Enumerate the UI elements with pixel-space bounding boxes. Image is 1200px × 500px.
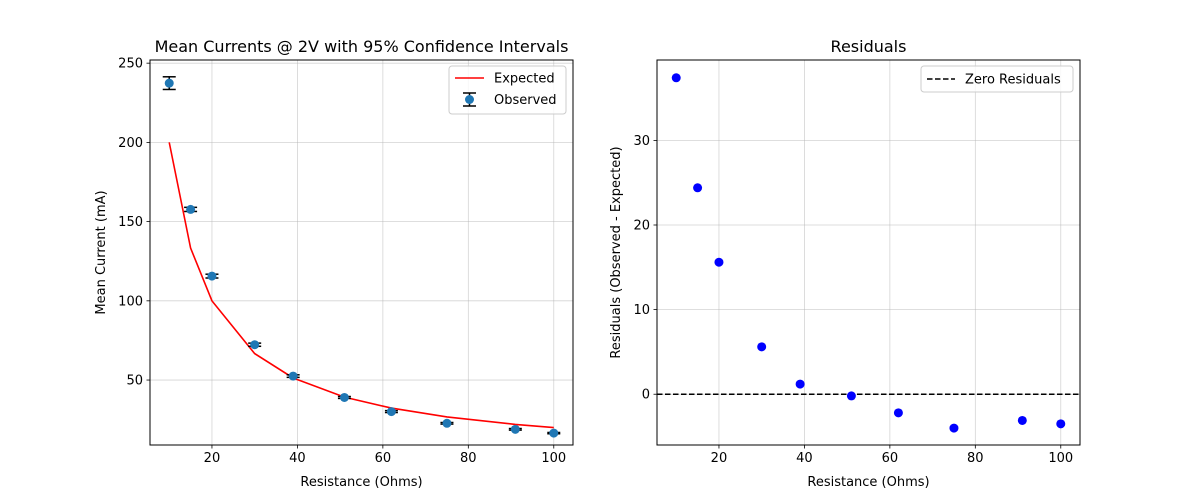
y-tick-label: 20 [633, 219, 650, 234]
axes-frame [149, 59, 574, 446]
y-tick-label: 50 [126, 374, 143, 389]
y-tick-label: 30 [633, 134, 650, 149]
residual-point [714, 257, 724, 267]
plot-area [150, 60, 573, 445]
series-layer [162, 76, 561, 438]
y-axis-label: Mean Current (mA) [94, 190, 109, 314]
residual-point [757, 342, 767, 352]
x-tick-label: 20 [204, 451, 221, 466]
residual-point [671, 73, 681, 83]
residual-point [795, 379, 805, 389]
y-tick-label: 100 [118, 294, 143, 309]
legend-zero-label: Zero Residuals [965, 73, 1061, 88]
observed-point [288, 371, 298, 381]
legend: Expected Observed [448, 65, 567, 115]
legend-observed-swatch [465, 95, 474, 104]
axes-frame [656, 59, 1081, 446]
observed-point [549, 428, 559, 438]
y-tick-label: 200 [118, 136, 143, 151]
x-tick-label: 60 [882, 451, 899, 466]
x-tick-label: 40 [289, 451, 306, 466]
observed-point [164, 78, 174, 88]
x-tick-label: 100 [1048, 451, 1073, 466]
legend-box [920, 65, 1074, 93]
y-tick-label: 250 [118, 57, 143, 72]
expected-series-line [168, 142, 554, 429]
series-layer [657, 73, 1080, 433]
x-tick-label: 80 [460, 451, 477, 466]
plot-area [657, 60, 1080, 445]
residual-point [949, 423, 959, 433]
legend-observed-label: Observed [494, 93, 557, 108]
observed-point [250, 340, 260, 350]
x-axis-label: Resistance (Ohms) [300, 475, 422, 490]
observed-point [442, 418, 452, 428]
grid [150, 60, 573, 445]
observed-point [207, 271, 217, 281]
x-tick-label: 60 [375, 451, 392, 466]
residual-point [1056, 419, 1066, 429]
y-axis-label: Residuals (Observed - Expected) [609, 146, 624, 358]
observed-point [386, 407, 396, 417]
ticks: 20 40 60 80 100 0 10 20 30 [633, 134, 1073, 466]
x-tick-label: 100 [541, 451, 566, 466]
legend: Zero Residuals [920, 65, 1074, 93]
x-tick-label: 20 [711, 451, 728, 466]
residual-point [693, 183, 703, 193]
x-tick-label: 80 [967, 451, 984, 466]
x-axis-label: Resistance (Ohms) [807, 475, 929, 490]
observed-point [339, 392, 349, 402]
x-tick-label: 40 [796, 451, 813, 466]
chart-title: Residuals [831, 37, 907, 56]
chart-title: Mean Currents @ 2V with 95% Confidence I… [155, 37, 569, 56]
y-tick-label: 0 [642, 388, 650, 403]
mean-currents-chart: 20 40 60 80 100 50 100 150 200 250 Mean Currents … [94, 37, 574, 490]
residuals-chart: 20 40 60 80 100 0 10 20 30 Residuals Resistance … [609, 37, 1081, 490]
y-tick-label: 10 [633, 303, 650, 318]
residual-point [846, 391, 856, 401]
residual-point [893, 408, 903, 418]
observed-point [186, 204, 196, 214]
y-tick-label: 150 [118, 215, 143, 230]
residual-point [1017, 415, 1027, 425]
observed-point [510, 424, 520, 434]
ticks: 20 40 60 80 100 50 100 150 200 250 [118, 57, 566, 466]
legend-expected-label: Expected [494, 72, 555, 87]
